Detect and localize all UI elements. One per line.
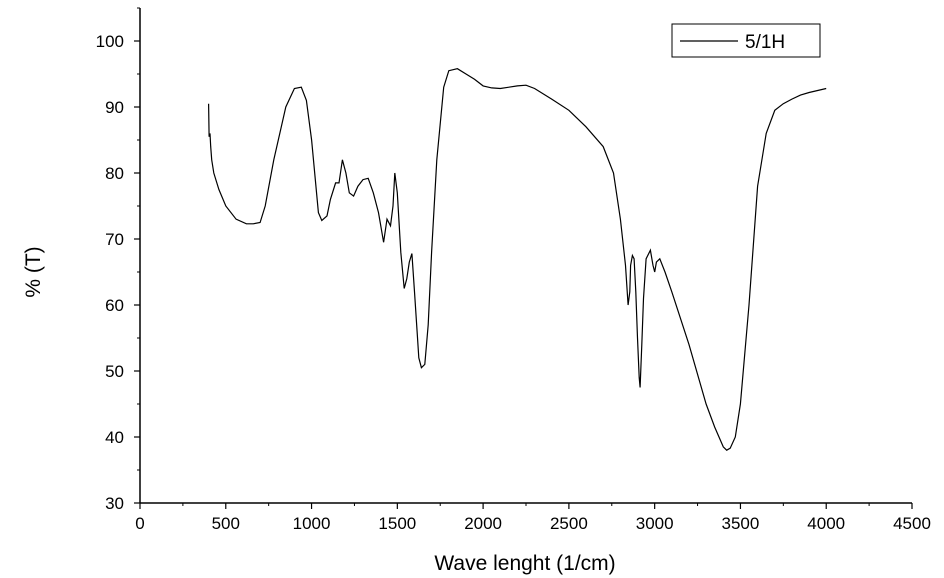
x-axis-ticks: 0 500 1000 1500 2000 2500 3000 3500 4000 4500 [135,503,931,533]
series-line-5-1h [208,68,827,451]
y-tick-label: 50 [105,362,124,381]
legend: 5/1H [671,23,821,58]
x-tick-label: 1000 [293,514,331,533]
y-tick-label: 60 [105,296,124,315]
x-tick-label: 1500 [378,514,416,533]
x-tick-label: 4500 [893,514,931,533]
y-tick-label: 70 [105,230,124,249]
x-tick-label: 2000 [464,514,502,533]
y-axis-ticks: 30 40 50 60 70 80 90 100 [96,7,140,513]
legend-label-5-1h: 5/1H [745,32,785,53]
plot-area: 30 40 50 60 70 80 90 100 0 500 1000 1500 2000 2500 30… [96,7,931,533]
x-tick-label: 4000 [807,514,845,533]
x-tick-label: 2500 [550,514,588,533]
x-tick-label: 0 [135,514,144,533]
y-tick-label: 80 [105,164,124,183]
x-tick-label: 3500 [722,514,760,533]
y-tick-label: 30 [105,494,124,513]
y-tick-label: 40 [105,428,124,447]
y-tick-label: 90 [105,98,124,117]
x-tick-label: 500 [212,514,240,533]
y-axis-title: % (T) [22,246,45,297]
x-axis-title: Wave lenght (1/cm) [434,552,615,575]
y-tick-label: 100 [96,32,124,51]
x-tick-label: 3000 [636,514,674,533]
